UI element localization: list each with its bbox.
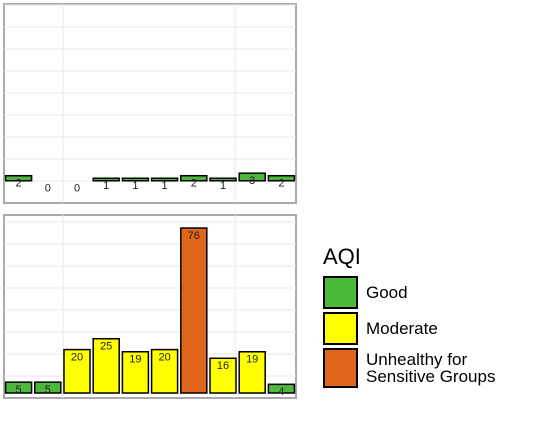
bar: [238, 351, 266, 394]
legend-title: AQI: [323, 244, 361, 269]
legend-item: Unhealthy for Sensitive Groups: [323, 348, 543, 388]
legend-item: Moderate: [323, 312, 543, 345]
bar-label: 1: [220, 180, 226, 192]
bar-label: 2: [16, 178, 22, 190]
bar-label: 2: [191, 178, 197, 190]
bar: [180, 227, 208, 394]
bar-label: 1: [162, 180, 168, 192]
bar-label: 25: [100, 341, 112, 353]
bar-label: 19: [129, 354, 141, 366]
bar-label: 5: [16, 384, 22, 396]
bar-label: 0: [45, 183, 51, 195]
panel-frame: [3, 3, 297, 204]
bar: [121, 351, 150, 394]
bar-label: 2: [278, 178, 284, 190]
bar-label: 19: [246, 354, 258, 366]
bar-label: 1: [103, 180, 109, 192]
bar: [4, 174, 33, 182]
bar-label: 16: [217, 360, 229, 372]
bar-label: 20: [71, 351, 83, 363]
legend-label: Unhealthy for Sensitive Groups: [366, 350, 496, 386]
bar-label: 20: [158, 351, 170, 363]
bar: [209, 357, 237, 394]
bar-label: 1: [132, 180, 138, 192]
bar-label: 0: [74, 183, 80, 195]
bar: [150, 348, 179, 394]
bar: [209, 177, 237, 182]
bar: [238, 172, 266, 182]
bar-label: 5: [45, 384, 51, 396]
bar-label: 76: [188, 230, 200, 242]
bar-label: 4: [278, 386, 284, 398]
legend-key: [323, 312, 358, 345]
bar: [34, 381, 62, 394]
bar: [180, 174, 208, 182]
legend-label: Good: [366, 283, 408, 302]
legend-key: [323, 276, 358, 309]
bar: [150, 177, 179, 182]
bar: [267, 174, 296, 182]
legend-key: [323, 348, 358, 388]
legend: AQI Good Moderate Unhealthy for Sensitive …: [323, 244, 543, 391]
legend-item: Good: [323, 276, 543, 309]
bar: [267, 383, 296, 394]
bar: [92, 177, 120, 182]
legend-label: Moderate: [366, 319, 438, 338]
bar: [4, 381, 33, 394]
bar-label: 3: [249, 175, 255, 187]
bar: [63, 348, 91, 394]
bar: [121, 177, 150, 182]
bar: [92, 337, 120, 394]
